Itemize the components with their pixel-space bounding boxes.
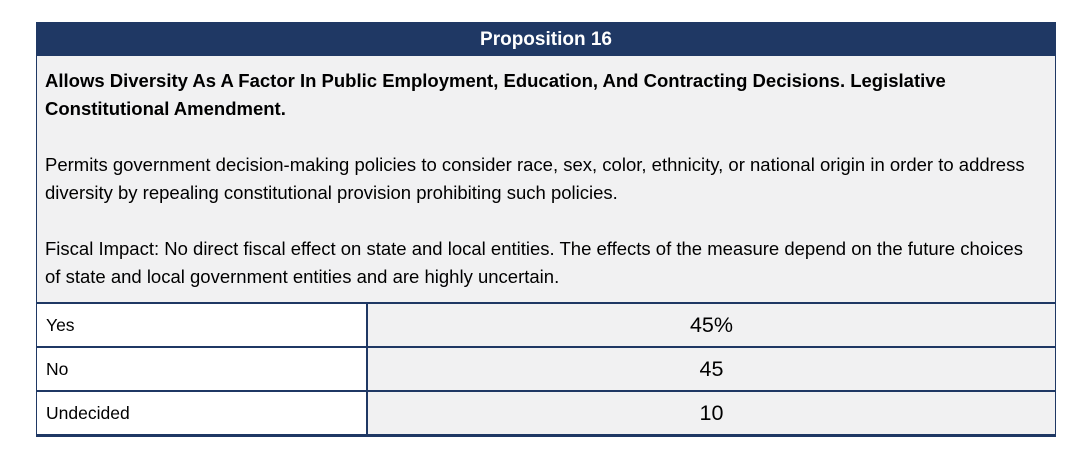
table-row-no: No 45 — [37, 346, 1055, 390]
table-row-yes: Yes 45% — [37, 302, 1055, 346]
ballot-label-text: Allows Diversity As A Factor In Public E… — [45, 70, 946, 119]
row-value-undecided: 10 — [368, 392, 1055, 434]
table-row-undecided: Undecided 10 — [37, 390, 1055, 434]
proposition-summary: Allows Diversity As A Factor In Public E… — [37, 56, 1055, 302]
fiscal-impact-text: Fiscal Impact: No direct fiscal effect o… — [45, 238, 1023, 287]
row-value-no: 45 — [368, 348, 1055, 390]
row-label-yes: Yes — [37, 304, 368, 346]
row-value-yes: 45% — [368, 304, 1055, 346]
row-label-undecided: Undecided — [37, 392, 368, 434]
proposition-title: Proposition 16 — [480, 29, 612, 50]
row-label-no: No — [37, 348, 368, 390]
proposition-table: Proposition 16 Allows Diversity As A Fac… — [36, 22, 1056, 437]
proposition-header: Proposition 16 — [37, 23, 1055, 56]
description-text: Permits government decision-making polic… — [45, 154, 1025, 203]
